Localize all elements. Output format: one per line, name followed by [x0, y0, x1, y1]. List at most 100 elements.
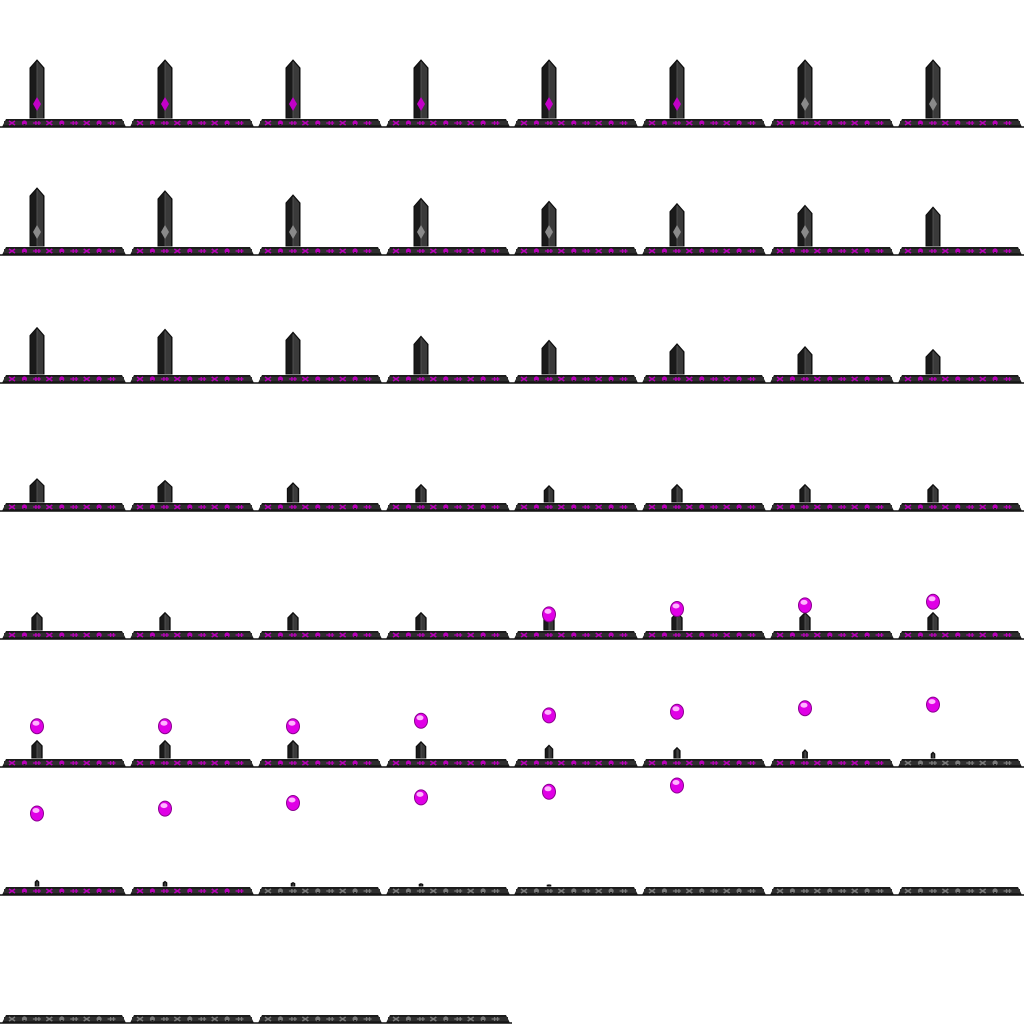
skull-rune-icon — [187, 888, 193, 894]
rune-bars — [800, 249, 809, 253]
rune-mouth — [610, 508, 613, 510]
rune-dot — [917, 248, 924, 254]
rune-bars — [198, 377, 207, 381]
rune-bars — [416, 1017, 425, 1021]
dollar-rune-icon — [429, 120, 437, 126]
obelisk-facet — [421, 613, 426, 630]
eye-rune-icon — [661, 632, 668, 638]
dollar-rune-icon — [45, 248, 53, 254]
rune-mouth — [482, 380, 485, 382]
rune-stroke — [392, 504, 400, 510]
x-rune-icon — [8, 376, 16, 382]
rune-stroke — [301, 504, 309, 510]
rune-dot — [789, 632, 796, 638]
skull-rune-icon — [838, 377, 847, 381]
rune-mouth — [444, 124, 447, 126]
dollar-rune-icon — [301, 248, 309, 254]
rune-mouth — [279, 380, 282, 382]
rune-bars — [70, 505, 79, 509]
obelisk-facet — [421, 884, 422, 886]
skull-rune-icon — [160, 761, 169, 765]
eye-rune-icon — [917, 248, 924, 254]
rune-bars — [288, 761, 297, 765]
obelisk-facet — [165, 613, 170, 630]
skull-rune-icon — [198, 121, 207, 125]
arrow-rune-icon — [851, 632, 859, 638]
rune-mouth — [663, 636, 666, 638]
figure-rune-icon — [875, 377, 884, 381]
x-rune-icon — [264, 888, 272, 894]
orb-highlight — [160, 720, 168, 726]
rune-bars — [454, 505, 463, 509]
obelisk-facet — [165, 330, 171, 374]
skull-rune-icon — [454, 1017, 463, 1021]
rune-stroke — [813, 120, 821, 126]
skull-rune-icon — [699, 632, 705, 638]
rune-dot — [59, 888, 65, 894]
rune-bars — [454, 121, 463, 125]
rune-bars — [1003, 505, 1012, 509]
rune-bars — [875, 377, 884, 381]
bars-rune-icon — [864, 632, 870, 638]
dollar-rune-icon — [173, 120, 181, 126]
rune-bars — [966, 761, 975, 765]
rune-dot — [96, 376, 102, 382]
arrow-rune-icon — [595, 888, 603, 894]
skull-rune-icon — [416, 761, 425, 765]
rune-bars — [672, 121, 681, 125]
rune-mouth — [98, 1020, 101, 1022]
rune-mouth — [572, 124, 575, 126]
rune-dot — [864, 888, 870, 894]
skull-rune-icon — [966, 505, 975, 509]
obelisk-facet — [549, 202, 555, 246]
x-rune-icon — [776, 120, 784, 126]
rune-bars — [838, 121, 847, 125]
skull-rune-icon — [32, 1017, 41, 1021]
rune-dot — [187, 760, 193, 766]
rune-bars — [747, 377, 756, 381]
rune-bars — [326, 1017, 335, 1021]
skull-rune-icon — [454, 377, 463, 381]
figure-rune-icon — [235, 249, 244, 253]
rune-dot — [352, 376, 358, 382]
sprite-frame — [0, 326, 128, 384]
figure-rune-icon — [619, 889, 628, 893]
obelisk-gem-icon — [33, 97, 41, 111]
sprite-frame — [384, 712, 512, 806]
skull-rune-icon — [59, 760, 65, 766]
x-rune-icon — [648, 248, 656, 254]
eye-rune-icon — [533, 760, 540, 766]
rune-mouth — [188, 636, 191, 638]
rune-dot — [699, 376, 705, 382]
rune-mouth — [279, 252, 282, 254]
rune-stroke — [429, 120, 437, 126]
eye-rune-icon — [21, 760, 28, 766]
figure-rune-icon — [107, 1017, 116, 1021]
skull-rune-icon — [672, 249, 681, 253]
rune-bars — [544, 889, 553, 893]
rune-mouth — [316, 1020, 319, 1022]
arrow-rune-icon — [595, 376, 603, 382]
rune-mouth — [700, 892, 703, 894]
eye-rune-icon — [789, 632, 796, 638]
dollar-rune-icon — [941, 120, 949, 126]
dollar-rune-icon — [301, 888, 309, 894]
skull-rune-icon — [187, 504, 193, 510]
sprite-frame — [640, 343, 768, 384]
arrow-rune-icon — [723, 632, 731, 638]
sprite-frame — [384, 883, 512, 896]
skull-rune-icon — [454, 249, 463, 253]
rune-dot — [21, 504, 28, 510]
rune-stroke — [264, 632, 272, 638]
orb-highlight — [672, 780, 680, 785]
rune-mouth — [919, 380, 922, 382]
rune-dot — [736, 632, 742, 638]
skull-rune-icon — [326, 377, 335, 381]
rune-mouth — [700, 252, 703, 254]
bars-rune-icon — [96, 120, 102, 126]
skull-rune-icon — [70, 505, 79, 509]
bars-rune-icon — [608, 248, 614, 254]
rune-bars — [235, 377, 244, 381]
rune-bars — [326, 249, 335, 253]
rune-dot — [59, 504, 65, 510]
